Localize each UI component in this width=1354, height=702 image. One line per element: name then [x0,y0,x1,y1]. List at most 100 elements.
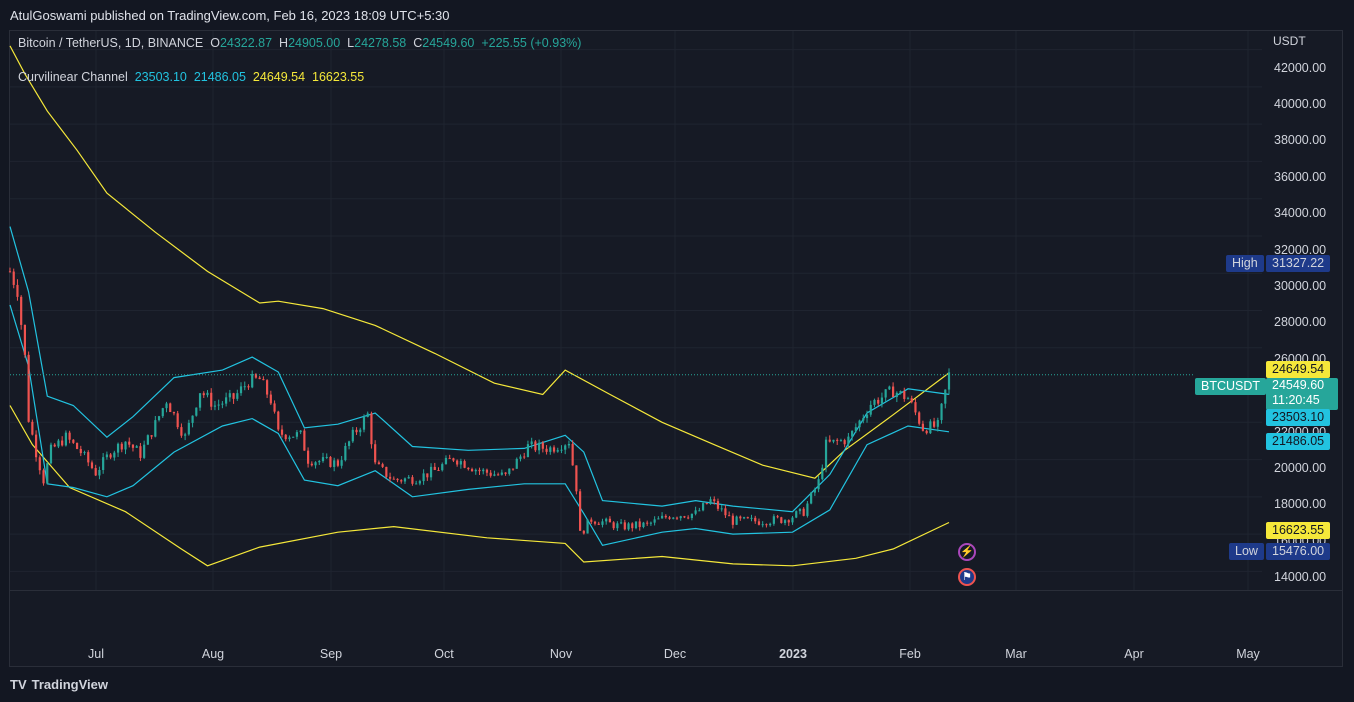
candle-body [564,445,567,450]
candle-body [795,511,798,518]
candle-body [675,517,679,519]
symbol-legend: Bitcoin / TetherUS, 1D, BINANCE O24322.8… [18,36,581,50]
candle-body [400,480,403,482]
y-tick: 28000.00 [1274,315,1327,329]
candle-body [381,464,384,467]
candle-body [57,440,60,447]
candle-body [605,518,608,522]
candle-body [515,458,518,469]
candle-body [351,429,354,442]
candle-body [757,521,761,525]
close-label: C [413,36,423,50]
candle-body [586,519,589,534]
candle-body [131,444,135,448]
candle-body [474,469,477,472]
lightning-event-icon[interactable]: ⚡ [958,543,976,561]
candle-body [161,408,164,417]
candle-body [754,517,757,522]
candle-body [616,523,619,529]
candle-body [254,374,258,378]
candle-body [463,461,466,468]
candle-body [437,469,440,471]
candle-body [642,522,645,528]
candle-body [936,420,939,427]
candle-body [560,449,563,451]
candle-body [858,420,861,428]
change-value: +225.55 (+0.93%) [481,36,582,50]
candle-body [418,481,421,484]
candle-body [23,324,27,355]
candle-body [90,462,94,469]
candle-body [497,474,500,476]
candle-body [236,393,239,399]
candle-body [608,518,612,523]
candle-body [239,386,243,394]
high-label: H [279,36,289,50]
candle-body [456,460,459,465]
upper-outer-tag: 24649.54 [1266,361,1331,378]
high-tag-label: High [1226,255,1264,272]
open-label: O [210,36,220,50]
candle-body [679,516,682,519]
y-tick: 18000.00 [1274,497,1327,511]
candle-body [940,403,943,421]
candle-body [306,450,310,464]
candle-body [94,468,97,476]
pane-divider[interactable] [10,590,1343,591]
last-price: 24549.60 [1272,378,1325,392]
candle-body [280,429,284,435]
lower-outer-band-line [9,405,950,567]
candle-body [791,517,794,523]
candle-body [75,442,79,449]
candle-body [284,434,287,440]
candle-body [16,284,19,297]
candle-body [713,499,716,502]
candle-body [344,445,347,461]
candle-body [932,421,936,427]
us-flag-event-icon[interactable]: ⚑ [958,568,976,586]
candle-body [865,414,869,419]
candle-body [333,460,336,467]
candle-body [49,444,53,464]
candle-body [217,404,220,406]
candle-body [787,520,790,523]
candle-body [612,522,615,529]
candle-body [68,432,71,440]
candle-body [366,413,369,417]
candle-body [415,483,418,485]
y-tick: 36000.00 [1274,170,1327,184]
candle-body [247,386,250,388]
tradingview-brand[interactable]: TV TradingView [10,677,108,692]
candle-body [802,508,805,516]
lower-inner-tag: 21486.05 [1266,433,1331,450]
candle-body [396,478,399,481]
chart-frame[interactable] [9,30,1343,667]
candle-body [571,443,574,466]
candle-body [325,456,328,458]
candle-body [459,461,462,465]
candle-body [467,467,470,470]
candle-body [359,429,362,433]
upper-inner-tag: 23503.10 [1266,409,1331,426]
candle-body [422,473,425,482]
candle-body [728,515,731,517]
candle-body [295,432,299,437]
candle-body [701,503,705,511]
candle-body [113,452,116,458]
low-label: L [347,36,355,50]
candle-body [716,501,720,509]
candle-body [157,416,161,421]
candle-body [627,523,630,530]
candle-body [947,372,951,390]
high-tag-value: 31327.22 [1266,255,1331,272]
upper-outer-band-line [9,45,950,479]
indicator-value-upper-inner: 23503.10 [134,70,187,84]
symbol-tag: BTCUSDT [1195,378,1267,395]
candle-body [392,478,395,480]
candle-body [31,421,34,435]
candle-body [519,456,522,459]
open-value: 24322.87 [219,36,273,50]
candle-body [448,457,451,459]
candle-body [526,444,530,458]
